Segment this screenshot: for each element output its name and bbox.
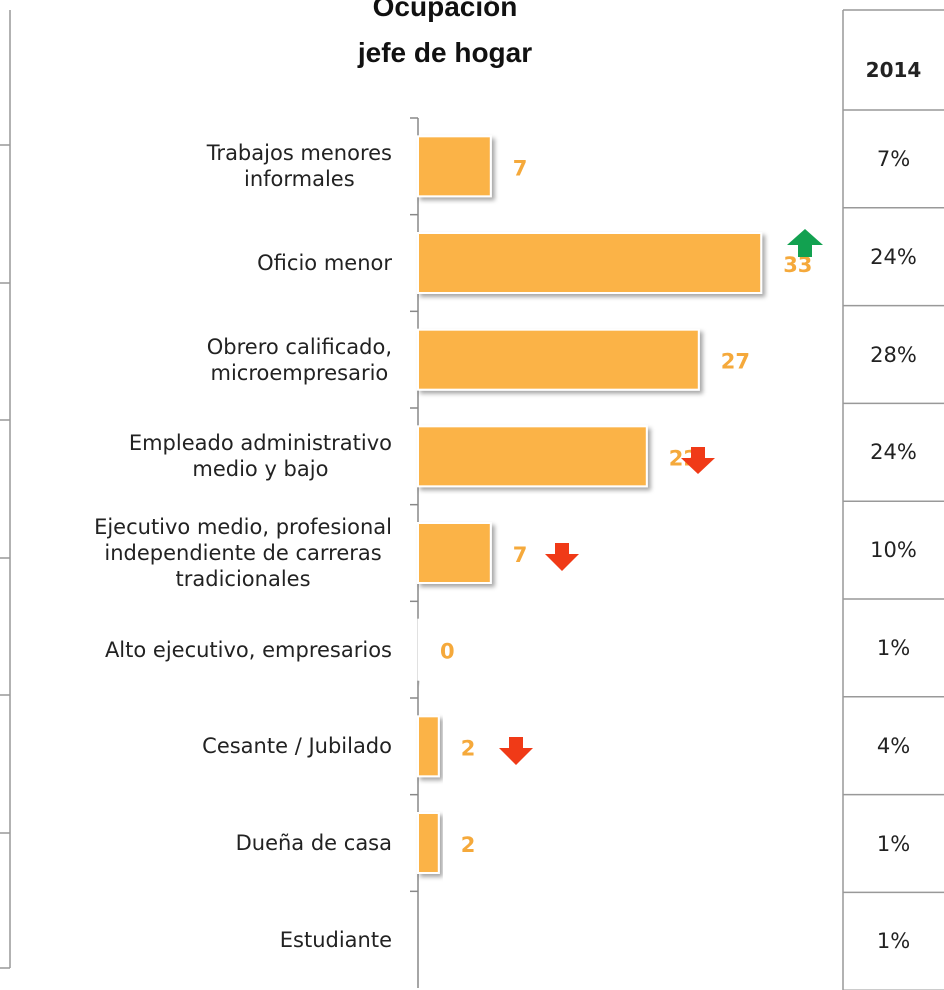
table-cell: 28% [870, 342, 917, 367]
bar [417, 812, 440, 874]
category-label: Obrero calificado, microempresario [206, 334, 392, 385]
chart-title: Ocupación jefe de hogar [357, 0, 533, 68]
category-label: Empleado administrativo medio y bajo [128, 431, 392, 482]
table-grid [842, 9, 944, 990]
bar [417, 618, 421, 681]
value-label: 2 [461, 736, 476, 760]
category-label: Alto ejecutivo, empresarios [104, 637, 392, 662]
category-label: Estudiante [279, 927, 392, 952]
category-label: Trabajos menores informales [206, 141, 392, 192]
table-cell: 4% [876, 733, 911, 758]
table-row-lines [843, 109, 944, 990]
table-cell: 1% [876, 831, 911, 856]
table-cell: 1% [876, 929, 911, 954]
category-label: Ejecutivo medio, profesional independien… [94, 515, 392, 591]
down-arrow [499, 737, 533, 765]
bar [417, 522, 492, 584]
value-label: 7 [513, 543, 528, 567]
table-cell: 24% [870, 244, 917, 269]
bar [417, 232, 763, 294]
value-label: 0 [440, 640, 455, 664]
table-cell: 1% [876, 635, 911, 660]
value-label: 7 [513, 156, 528, 180]
marks: 73327227022 [410, 117, 812, 988]
bar [417, 715, 440, 778]
table-cell: 7% [876, 146, 911, 171]
down-arrow [681, 447, 715, 474]
table-cell: 10% [870, 538, 917, 563]
bar [417, 425, 648, 488]
value-label: 27 [721, 350, 750, 374]
category-label: Cesante / Jubilado [202, 734, 392, 759]
category-label: Oficio menor [257, 251, 392, 275]
category-label: Dueña de casa [235, 831, 392, 855]
table-cell: 24% [870, 440, 917, 465]
up-arrow [787, 229, 823, 257]
bar [417, 135, 492, 198]
down-arrow [545, 543, 579, 571]
table-header: 2014 [865, 58, 922, 82]
value-label: 2 [461, 833, 476, 857]
bar [417, 328, 700, 391]
left-table-edge [0, 10, 11, 969]
